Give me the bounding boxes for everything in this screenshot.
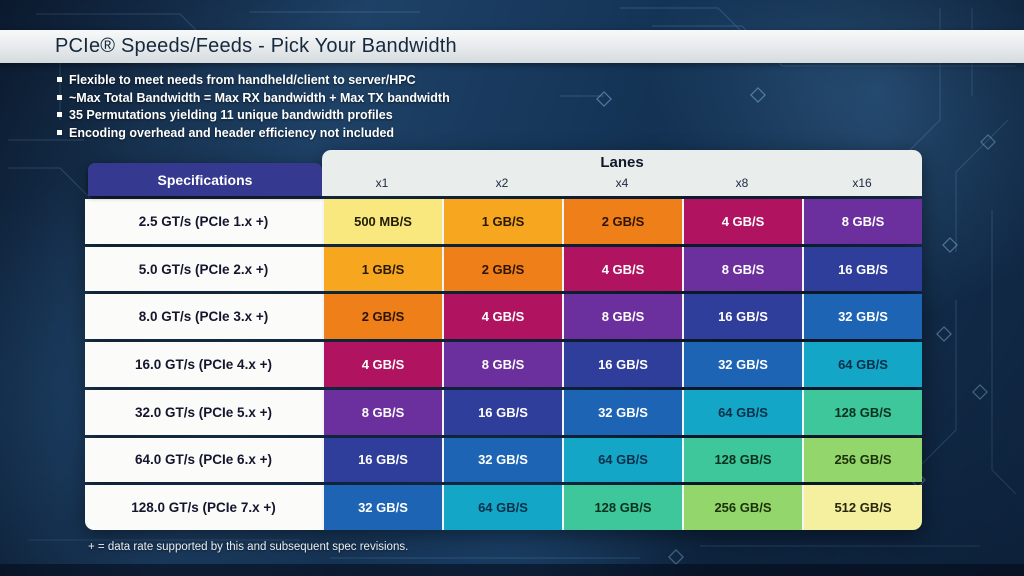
- bullet-text: ~Max Total Bandwidth = Max RX bandwidth …: [69, 90, 450, 105]
- bullet-text: 35 Permutations yielding 11 unique bandw…: [69, 108, 393, 122]
- table-row: 16.0 GT/s (PCIe 4.x +) 4 GB/S 8 GB/S 16 …: [85, 342, 922, 387]
- bandwidth-cell: 512 GB/S: [802, 485, 922, 531]
- bullet-square-icon: [57, 112, 62, 117]
- bandwidth-cell: 2 GB/S: [442, 246, 562, 292]
- bandwidth-cell: 2 GB/S: [562, 199, 682, 244]
- lanes-header: Lanes x1 x2 x4 x8 x16: [322, 150, 922, 196]
- table-row: 32.0 GT/s (PCIe 5.x +) 8 GB/S 16 GB/S 32…: [85, 389, 922, 435]
- bullet-square-icon: [57, 129, 62, 135]
- page-title: PCIe® Speeds/Feeds - Pick Your Bandwidth: [55, 35, 457, 57]
- spec-row-label: 32.0 GT/s (PCIe 5.x +): [85, 389, 322, 435]
- bandwidth-table: Specifications Lanes x1 x2 x4 x8 x16 2.5…: [85, 150, 922, 531]
- bandwidth-cell: 2 GB/S: [322, 294, 442, 340]
- bullet-text: Flexible to meet needs from handheld/cli…: [69, 73, 416, 87]
- table-row: 2.5 GT/s (PCIe 1.x +) 500 MB/S 1 GB/S 2 …: [85, 199, 922, 244]
- spec-row-label: 2.5 GT/s (PCIe 1.x +): [85, 199, 322, 244]
- lanes-title: Lanes: [600, 154, 644, 171]
- bandwidth-cell: 128 GB/S: [802, 389, 922, 435]
- bandwidth-cell: 32 GB/S: [442, 437, 562, 483]
- title-bar: PCIe® Speeds/Feeds - Pick Your Bandwidth: [0, 30, 1024, 63]
- bandwidth-cell: 4 GB/S: [322, 342, 442, 387]
- table-row: 5.0 GT/s (PCIe 2.x +) 1 GB/S 2 GB/S 4 GB…: [85, 246, 922, 292]
- bandwidth-cell: 8 GB/S: [322, 389, 442, 435]
- table-row: 64.0 GT/s (PCIe 6.x +) 16 GB/S 32 GB/S 6…: [85, 437, 922, 483]
- bullet-item: ~Max Total Bandwidth = Max RX bandwidth …: [57, 91, 450, 106]
- bandwidth-cell: 16 GB/S: [562, 342, 682, 387]
- bottom-shade-band: [0, 564, 1024, 576]
- lane-column-headers: x1 x2 x4 x8 x16: [322, 173, 922, 196]
- lane-column-label-x8: x8: [735, 176, 749, 190]
- bandwidth-cell: 128 GB/S: [682, 437, 802, 483]
- bandwidth-cell: 4 GB/S: [562, 246, 682, 292]
- bandwidth-cell: 8 GB/S: [802, 199, 922, 244]
- bullet-item: 35 Permutations yielding 11 unique bandw…: [57, 108, 450, 123]
- bullet-text: Encoding overhead and header efficiency …: [69, 125, 395, 140]
- bandwidth-cell: 8 GB/S: [562, 294, 682, 340]
- spec-row-label: 5.0 GT/s (PCIe 2.x +): [85, 246, 322, 292]
- table-header: Specifications Lanes x1 x2 x4 x8 x16: [85, 150, 922, 196]
- spec-row-label: 128.0 GT/s (PCIe 7.x +): [85, 485, 322, 531]
- bandwidth-cell: 500 MB/S: [322, 199, 442, 244]
- lane-column-label-x1: x1: [375, 176, 389, 190]
- bandwidth-cell: 32 GB/S: [682, 342, 802, 387]
- bandwidth-cell: 16 GB/S: [682, 294, 802, 340]
- bandwidth-cell: 32 GB/S: [562, 389, 682, 435]
- bullet-item: Encoding overhead and header efficiency …: [57, 126, 450, 141]
- lane-column-label-x4: x4: [615, 176, 629, 190]
- bandwidth-cell: 4 GB/S: [682, 199, 802, 244]
- bullet-item: Flexible to meet needs from handheld/cli…: [57, 73, 450, 88]
- table-row: 128.0 GT/s (PCIe 7.x +) 32 GB/S 64 GB/S …: [85, 485, 922, 531]
- bullet-square-icon: [57, 77, 62, 82]
- bandwidth-cell: 1 GB/S: [322, 246, 442, 292]
- bandwidth-cell: 16 GB/S: [442, 389, 562, 435]
- bandwidth-cell: 256 GB/S: [802, 437, 922, 483]
- bandwidth-cell: 64 GB/S: [562, 437, 682, 483]
- footnote: + = data rate supported by this and subs…: [88, 541, 409, 553]
- bandwidth-cell: 32 GB/S: [802, 294, 922, 340]
- bandwidth-cell: 16 GB/S: [322, 437, 442, 483]
- bandwidth-cell: 64 GB/S: [802, 342, 922, 387]
- bandwidth-cell: 64 GB/S: [682, 389, 802, 435]
- spec-row-label: 8.0 GT/s (PCIe 3.x +): [85, 294, 322, 340]
- table-row: 8.0 GT/s (PCIe 3.x +) 2 GB/S 4 GB/S 8 GB…: [85, 294, 922, 340]
- bandwidth-cell: 256 GB/S: [682, 485, 802, 531]
- bandwidth-cell: 128 GB/S: [562, 485, 682, 531]
- specifications-header: Specifications: [88, 163, 322, 196]
- lane-column-label-x2: x2: [495, 176, 509, 190]
- bandwidth-cell: 1 GB/S: [442, 199, 562, 244]
- bandwidth-cell: 64 GB/S: [442, 485, 562, 531]
- spec-row-label: 16.0 GT/s (PCIe 4.x +): [85, 342, 322, 387]
- spec-row-label: 64.0 GT/s (PCIe 6.x +): [85, 437, 322, 483]
- bandwidth-cell: 8 GB/S: [442, 342, 562, 387]
- lane-column-label-x16: x16: [852, 176, 872, 190]
- bullet-square-icon: [57, 94, 62, 100]
- bandwidth-cell: 32 GB/S: [322, 485, 442, 531]
- bandwidth-cell: 8 GB/S: [682, 246, 802, 292]
- table-body: 2.5 GT/s (PCIe 1.x +) 500 MB/S 1 GB/S 2 …: [85, 199, 922, 531]
- bullet-list: Flexible to meet needs from handheld/cli…: [57, 73, 450, 143]
- bandwidth-cell: 4 GB/S: [442, 294, 562, 340]
- bandwidth-cell: 16 GB/S: [802, 246, 922, 292]
